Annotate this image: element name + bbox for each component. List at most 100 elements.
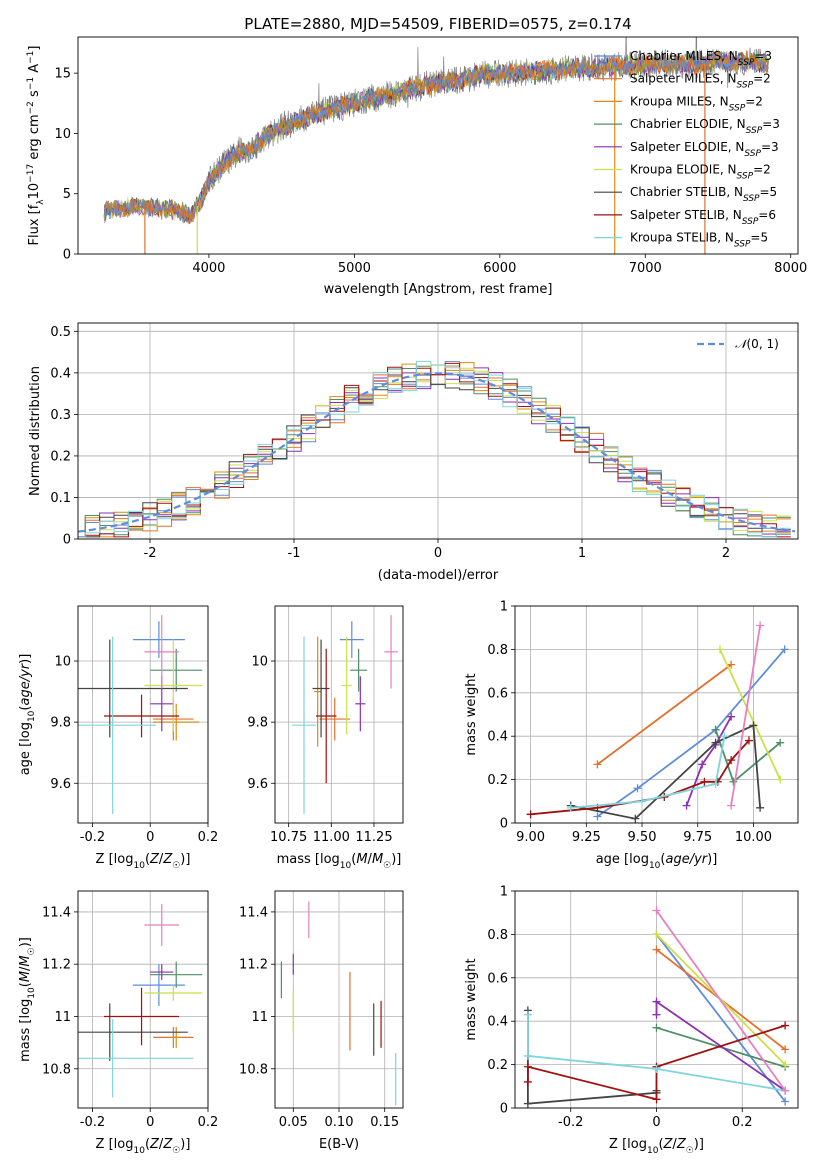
mass_vs_Z-plot — [78, 904, 203, 1098]
weight_vs_age-xlabel-part: )] — [707, 852, 717, 867]
age_vs_Z-xlabel-part: Z — [162, 852, 173, 867]
weight_vs_Z-ytick-label: 0.8 — [487, 928, 508, 943]
weight-point-marker — [727, 660, 736, 669]
weight-line — [730, 625, 761, 806]
mass_vs_EBV-panel: 0.05 0.10 0.15 10.8 11 11.2 11.4 — [239, 890, 404, 1130]
legend-label: Kroupa ELODIE, NSSP=2 — [630, 163, 771, 182]
age_vs_Z-xlabel-part: Z [log — [96, 852, 134, 867]
weight-point-marker — [711, 779, 720, 788]
mass_vs_Z-xlabel-part: Z — [149, 1137, 160, 1152]
residual_histogram-axes: -2 -1 0 1 2 0 0.1 0.2 0.3 0.4 0.5 𝒩(0, 1) (data-mode… — [28, 322, 799, 583]
spectrum-ylabel-part: −2 — [26, 101, 36, 114]
weight-point-marker — [781, 1045, 790, 1054]
weight-line — [685, 716, 732, 806]
weight-point-marker — [652, 906, 661, 915]
spectrum-frame — [77, 36, 799, 255]
weight-line — [655, 933, 786, 1103]
mass_vs_EBV-ytick-label: 11.2 — [239, 958, 268, 973]
mass_vs_Z-ytick-label: 11 — [54, 1010, 71, 1025]
weight-line — [527, 1014, 786, 1092]
legend-label-sub: SSP — [737, 172, 754, 182]
spectrum-ylabel-part: Flux [f — [27, 204, 42, 245]
legend-label: Salpeter STELIB, NSSP=6 — [630, 208, 776, 227]
weight_vs_age-ytick-label: 0.4 — [487, 730, 508, 745]
residual_histogram-ytick-label: 0.5 — [50, 325, 71, 340]
residual_histogram-ytick-label: 0.4 — [50, 366, 71, 381]
normal-reference-curve — [78, 372, 796, 533]
age_vs_Z-xlabel-part: / — [159, 852, 164, 867]
weight_vs_Z-xlabel-part: Z — [676, 1137, 687, 1152]
weight-point-marker — [727, 801, 736, 810]
legend-label-suffix: =3 — [761, 140, 779, 154]
weight-point-marker — [523, 1099, 532, 1108]
spectrum-ylabel-part: −17 — [26, 164, 36, 183]
weight_vs_Z-xtick-label: 0 — [652, 1115, 660, 1130]
weight_vs_age-xtick-label: 9.75 — [683, 830, 712, 845]
legend-label: Kroupa MILES, NSSP=2 — [630, 94, 763, 113]
mass_vs_Z-ylabel-part: M — [18, 971, 33, 982]
age_vs_Z-xlabel: Z [log10(Z/Z☉)] — [96, 852, 191, 871]
residual_histogram-ytick-label: 0.3 — [50, 408, 71, 423]
mass_vs_EBV-ytick-label: 10.8 — [239, 1062, 268, 1077]
weight_vs_age-xlabel: age [log10(age/yr)] — [596, 852, 718, 871]
spectrum-ylabel: Flux [fλ10−17 erg cm−2 s−1 A−1] — [26, 46, 46, 246]
age_vs_mass-xlabel-part: )] — [391, 852, 401, 867]
age_vs_Z-ylabel: age [log10(age/yr)] — [18, 654, 37, 776]
spectrum-xtick-label: 5000 — [338, 261, 371, 276]
weight-point-marker — [776, 738, 785, 747]
weight-point-marker — [638, 797, 647, 806]
weight_vs_Z-xtick-label: -0.2 — [558, 1115, 583, 1130]
age_vs_mass-xlabel-part: M — [372, 852, 383, 867]
spectrum-ylabel-part: s — [27, 90, 42, 101]
mass_vs_Z-frame — [77, 890, 209, 1109]
age_vs_mass-xtick-label: 11.00 — [313, 830, 350, 845]
mass_vs_Z-ylabel-part: )] — [18, 937, 33, 947]
age_vs_Z-xtick-label: 0.2 — [198, 830, 219, 845]
age_vs_mass-ytick-label: 10 — [251, 655, 268, 670]
weight-point-marker — [727, 712, 736, 721]
weight-point-marker — [744, 736, 753, 745]
weight_vs_age-xtick-label: 9.25 — [572, 830, 601, 845]
spectrum-ytick-label: 15 — [54, 67, 71, 82]
age_vs_Z-xlabel-part: ☉ — [172, 861, 180, 871]
weight_vs_Z-xlabel: Z [log10(Z/Z☉)] — [609, 1137, 704, 1156]
weight-point-marker — [652, 997, 661, 1006]
age_vs_mass-xlabel-part: mass [log — [277, 852, 340, 867]
weight_vs_Z-plot — [523, 906, 790, 1108]
legend-label-sub: SSP — [737, 81, 754, 91]
residual_histogram-frame — [77, 322, 799, 540]
mass_vs_Z-ytick-label: 10.8 — [42, 1062, 71, 1077]
legend-label-sub: SSP — [743, 194, 760, 204]
spectrum-ylabel-part: A — [27, 64, 42, 77]
mass_vs_EBV-grid — [275, 891, 403, 1108]
spectrum-ytick-label: 5 — [63, 187, 71, 202]
legend-label-part: 𝒩 — [735, 337, 750, 351]
legend-label-base: Kroupa STELIB, N — [630, 231, 734, 245]
weight_vs_age-plot — [526, 621, 789, 823]
mass_vs_Z-ylabel-part: / — [18, 966, 33, 971]
mass_vs_Z-ylabel-part: M — [18, 955, 33, 966]
weight-point-marker — [652, 945, 661, 954]
weight-point-marker — [523, 1010, 532, 1019]
legend-label-sub: SSP — [742, 217, 759, 227]
spectrum-panel: 4000 5000 6000 7000 8000 0 5 10 15 Chabrier MILES… — [26, 36, 807, 297]
spectrum-xtick-label: 4000 — [192, 261, 225, 276]
weight-point-marker — [749, 721, 758, 730]
spectrum-xlabel: wavelength [Angstrom, rest frame] — [324, 282, 553, 297]
weight-point-marker — [523, 1051, 532, 1060]
weight_vs_Z-xlabel-part: / — [672, 1137, 677, 1152]
age_vs_mass-xlabel-part: M — [356, 852, 367, 867]
legend-label: Chabrier STELIB, NSSP=5 — [630, 185, 777, 204]
mass_vs_Z-ytick-label: 11.4 — [42, 905, 71, 920]
weight_vs_Z-ytick-label: 0.2 — [487, 1058, 508, 1073]
weight_vs_age-ytick-label: 0 — [500, 817, 508, 832]
spectrum-ylabel-part: −1 — [26, 51, 36, 64]
weight-point-marker — [729, 777, 738, 786]
histogram-step-line — [78, 364, 791, 538]
weight_vs_Z-ytick-label: 0.6 — [487, 971, 508, 986]
weight_vs_age-xlabel-part: 10 — [649, 861, 661, 871]
age_vs_mass-xtick-label: 10.75 — [270, 830, 307, 845]
legend-label: Chabrier MILES, NSSP=3 — [630, 49, 772, 68]
